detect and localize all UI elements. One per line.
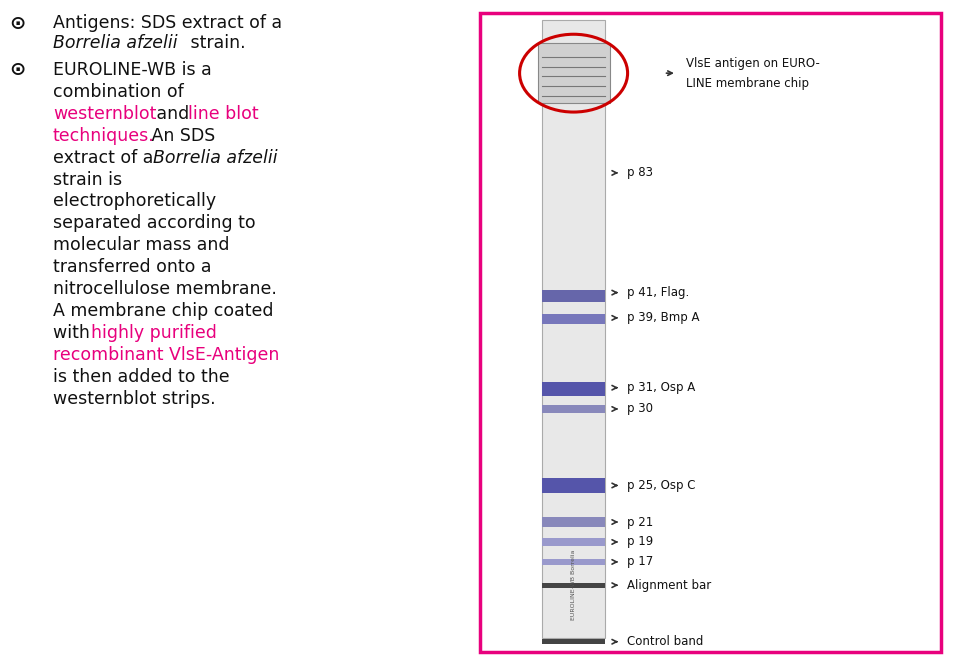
Text: p 39, Bmp A: p 39, Bmp A — [627, 311, 700, 325]
Text: ⊙: ⊙ — [10, 61, 26, 79]
Text: p 19: p 19 — [627, 535, 653, 549]
Text: LINE membrane chip: LINE membrane chip — [686, 76, 809, 90]
Text: recombinant VlsE-Antigen: recombinant VlsE-Antigen — [53, 346, 279, 364]
Text: Alignment bar: Alignment bar — [627, 579, 711, 592]
Text: nitrocellulose membrane.: nitrocellulose membrane. — [53, 280, 276, 299]
Text: p 17: p 17 — [627, 555, 653, 569]
Bar — [538, 43, 610, 103]
Bar — [542, 290, 605, 302]
Text: ⊙: ⊙ — [10, 14, 26, 33]
Bar — [542, 559, 605, 565]
Text: techniques.: techniques. — [53, 126, 155, 145]
Text: transferred onto a: transferred onto a — [53, 258, 211, 277]
Text: p 31, Osp A: p 31, Osp A — [627, 381, 695, 394]
Text: Borrelia afzelii: Borrelia afzelii — [153, 148, 277, 167]
Text: p 83: p 83 — [627, 166, 653, 180]
Text: separated according to: separated according to — [53, 214, 255, 233]
Text: strain is: strain is — [53, 170, 122, 189]
Text: p 41, Flag.: p 41, Flag. — [627, 286, 689, 299]
Bar — [542, 583, 605, 588]
Text: westernblot strips.: westernblot strips. — [53, 390, 215, 408]
Bar — [542, 405, 605, 413]
Text: EUROLINE-WB Borrelia: EUROLINE-WB Borrelia — [571, 550, 576, 620]
Text: westernblot: westernblot — [53, 104, 156, 123]
Text: combination of: combination of — [53, 82, 183, 101]
Text: electrophoretically: electrophoretically — [53, 192, 216, 211]
Text: p 21: p 21 — [627, 515, 653, 529]
Bar — [542, 20, 605, 638]
Text: p 25, Osp C: p 25, Osp C — [627, 479, 695, 492]
Text: A membrane chip coated: A membrane chip coated — [53, 302, 274, 321]
Text: An SDS: An SDS — [146, 126, 215, 145]
Bar — [542, 382, 605, 396]
Text: and: and — [151, 104, 195, 123]
Text: is then added to the: is then added to the — [53, 368, 229, 386]
Text: molecular mass and: molecular mass and — [53, 236, 229, 255]
Bar — [542, 314, 605, 324]
Bar — [542, 478, 605, 493]
Bar — [542, 639, 605, 644]
Text: highly purified: highly purified — [91, 324, 217, 342]
Text: strain.: strain. — [185, 34, 246, 53]
Text: p 30: p 30 — [627, 402, 653, 416]
FancyBboxPatch shape — [480, 13, 941, 652]
Text: EUROLINE-WB is a: EUROLINE-WB is a — [53, 61, 211, 79]
Text: VlsE antigen on EURO-: VlsE antigen on EURO- — [686, 57, 820, 70]
Text: with: with — [53, 324, 95, 342]
Text: Control band: Control band — [627, 635, 704, 648]
Bar — [542, 538, 605, 546]
Bar — [542, 517, 605, 527]
Text: Borrelia afzelii: Borrelia afzelii — [53, 34, 178, 53]
Text: line blot: line blot — [188, 104, 259, 123]
Text: Antigens: SDS extract of a: Antigens: SDS extract of a — [53, 14, 282, 33]
Text: extract of a: extract of a — [53, 148, 158, 167]
